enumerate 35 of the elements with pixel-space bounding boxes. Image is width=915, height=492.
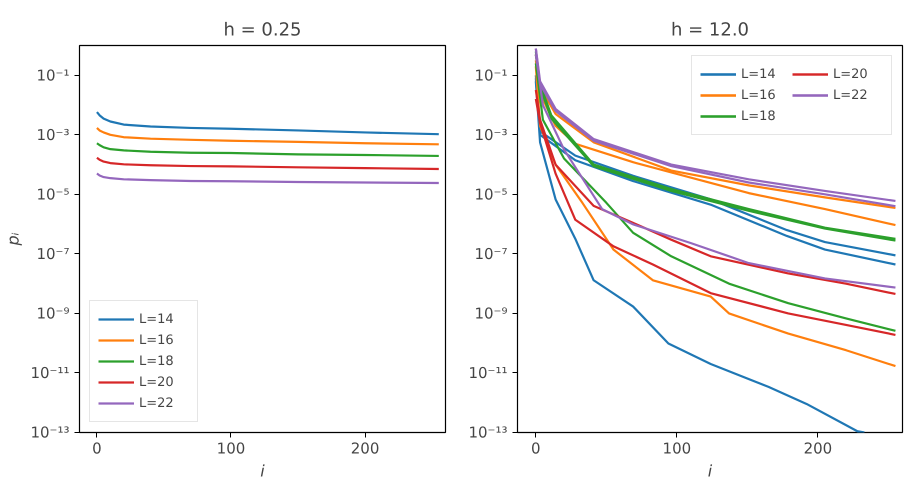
y-tick-label: 10⁻¹³ xyxy=(468,424,508,442)
legend-label: L=14 xyxy=(139,312,175,326)
x-tick-label: 100 xyxy=(216,440,246,458)
y-tick-label: 10⁻¹ xyxy=(36,66,70,84)
legend-label: L=14 xyxy=(741,66,777,82)
y-tick-label: 10⁻³ xyxy=(36,126,70,144)
legend-label: L=22 xyxy=(139,396,175,410)
x-tick-label: 0 xyxy=(92,440,102,458)
x-axis-title: i xyxy=(708,462,713,480)
y-tick-label: 10⁻¹¹ xyxy=(468,364,508,382)
y-tick-label: 10⁻³ xyxy=(474,126,508,144)
y-tick-label: 10⁻⁹ xyxy=(36,304,70,322)
x-axis-title: i xyxy=(260,462,266,480)
y-tick-label: 10⁻¹³ xyxy=(30,424,70,442)
y-tick-label: 10⁻⁵ xyxy=(474,185,508,204)
chart-title: h = 12.0 xyxy=(670,20,750,40)
chart-title: h = 0.25 xyxy=(223,20,302,40)
legend-label: L=20 xyxy=(139,374,175,390)
x-tick-label: 0 xyxy=(531,440,541,458)
legend-label: L=16 xyxy=(741,88,777,102)
y-tick-label: 10⁻¹¹ xyxy=(30,364,70,382)
x-tick-label: 200 xyxy=(350,440,380,458)
y-tick-label: 10⁻⁷ xyxy=(36,244,70,263)
y-tick-label: 10⁻⁹ xyxy=(474,304,508,322)
legend-label: L=22 xyxy=(833,88,869,102)
y-axis-title: pᵢ xyxy=(3,232,22,247)
legend-label: L=18 xyxy=(741,108,777,124)
y-tick-label: 10⁻¹ xyxy=(474,66,508,84)
legend-label: L=20 xyxy=(833,66,869,82)
x-tick-label: 200 xyxy=(804,440,832,458)
x-tick-label: 100 xyxy=(662,440,692,458)
y-tick-label: 10⁻⁷ xyxy=(474,244,508,263)
y-tick-label: 10⁻⁵ xyxy=(36,185,70,204)
legend-label: L=16 xyxy=(139,332,175,348)
legend-label: L=18 xyxy=(139,354,175,368)
